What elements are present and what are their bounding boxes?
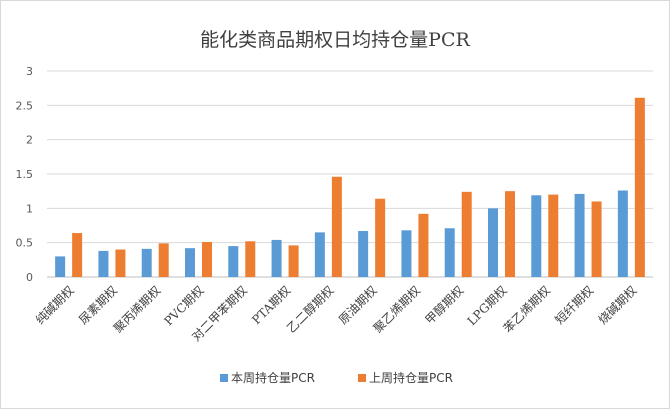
x-category-label: 烧碱期权 xyxy=(596,283,640,327)
x-category-label: LPG期权 xyxy=(465,283,510,328)
y-tick-label: 1.5 xyxy=(16,168,34,181)
bar-this-week xyxy=(617,190,628,277)
x-category-label: 聚乙烯期权 xyxy=(371,283,423,335)
y-tick-label: 2 xyxy=(26,134,33,147)
x-category-label: 乙二醇期权 xyxy=(283,283,336,336)
bar-this-week xyxy=(98,250,109,277)
y-tick-label: 1 xyxy=(26,202,33,215)
y-tick-label: 3 xyxy=(26,65,33,78)
x-category-label: 苯乙烯期权 xyxy=(501,283,553,335)
y-tick-label: 0 xyxy=(26,271,33,284)
y-tick-label: 0.5 xyxy=(16,237,34,250)
bar-last-week xyxy=(418,213,429,277)
x-category-label: PVC期权 xyxy=(161,283,206,328)
bar-last-week xyxy=(72,233,83,277)
y-tick-label: 2.5 xyxy=(16,99,34,112)
bar-this-week xyxy=(314,232,325,277)
legend-swatch xyxy=(220,374,228,382)
x-category-label: 甲醇期权 xyxy=(422,283,467,328)
bar-this-week xyxy=(444,228,455,277)
bar-this-week xyxy=(531,195,542,277)
bar-this-week xyxy=(228,246,239,277)
x-category-label: 原油期权 xyxy=(336,283,380,327)
x-category-label: 短纤期权 xyxy=(552,283,596,327)
bar-this-week xyxy=(271,239,282,277)
bar-last-week xyxy=(591,201,602,277)
bar-last-week xyxy=(548,194,559,277)
legend-swatch xyxy=(358,374,366,382)
bar-last-week xyxy=(158,243,169,277)
chart-title: 能化类商品期权日均持仓量PCR xyxy=(200,29,470,51)
bar-this-week xyxy=(141,248,152,277)
bar-this-week xyxy=(401,230,412,277)
legend-label: 上周持仓量PCR xyxy=(369,370,453,385)
bar-this-week xyxy=(55,256,66,277)
x-category-label: PTA期权 xyxy=(249,283,293,327)
bar-last-week xyxy=(375,198,386,277)
bar-last-week xyxy=(202,241,212,277)
bar-this-week xyxy=(488,208,498,277)
x-category-label: 纯碱期权 xyxy=(33,283,77,327)
bar-last-week xyxy=(115,249,126,277)
bar-last-week xyxy=(634,97,645,277)
x-category-label: 尿素期权 xyxy=(76,283,120,327)
bar-this-week xyxy=(185,248,195,277)
bar-this-week xyxy=(358,230,369,277)
x-category-label: 聚丙烯期权 xyxy=(111,283,163,335)
bar-last-week xyxy=(245,241,256,277)
bar-last-week xyxy=(288,245,299,277)
bar-last-week xyxy=(461,191,472,277)
bar-last-week xyxy=(505,191,515,277)
bar-last-week xyxy=(331,176,342,277)
legend-label: 本周持仓量PCR xyxy=(231,370,315,385)
bar-this-week xyxy=(574,193,585,277)
